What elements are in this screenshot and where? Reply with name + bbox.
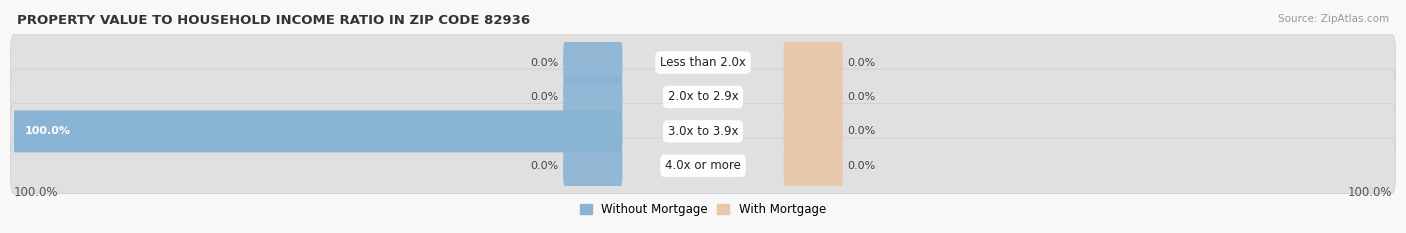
Text: 0.0%: 0.0%: [848, 161, 876, 171]
FancyBboxPatch shape: [783, 42, 842, 84]
Text: PROPERTY VALUE TO HOUSEHOLD INCOME RATIO IN ZIP CODE 82936: PROPERTY VALUE TO HOUSEHOLD INCOME RATIO…: [17, 14, 530, 27]
FancyBboxPatch shape: [11, 69, 1395, 125]
Text: 0.0%: 0.0%: [530, 58, 558, 68]
Text: 2.0x to 2.9x: 2.0x to 2.9x: [668, 90, 738, 103]
Text: 0.0%: 0.0%: [848, 126, 876, 136]
Text: Less than 2.0x: Less than 2.0x: [659, 56, 747, 69]
Text: 0.0%: 0.0%: [848, 58, 876, 68]
Text: 0.0%: 0.0%: [530, 161, 558, 171]
FancyBboxPatch shape: [564, 145, 623, 187]
FancyBboxPatch shape: [783, 110, 842, 152]
FancyBboxPatch shape: [11, 103, 1395, 159]
FancyBboxPatch shape: [13, 110, 623, 152]
FancyBboxPatch shape: [11, 35, 1395, 90]
Legend: Without Mortgage, With Mortgage: Without Mortgage, With Mortgage: [575, 199, 831, 221]
FancyBboxPatch shape: [783, 76, 842, 118]
Text: 3.0x to 3.9x: 3.0x to 3.9x: [668, 125, 738, 138]
Text: 100.0%: 100.0%: [14, 186, 59, 199]
Text: Source: ZipAtlas.com: Source: ZipAtlas.com: [1278, 14, 1389, 24]
Text: 100.0%: 100.0%: [24, 126, 70, 136]
Text: 0.0%: 0.0%: [848, 92, 876, 102]
Text: 0.0%: 0.0%: [530, 92, 558, 102]
Text: 4.0x or more: 4.0x or more: [665, 159, 741, 172]
FancyBboxPatch shape: [564, 76, 623, 118]
FancyBboxPatch shape: [11, 138, 1395, 194]
FancyBboxPatch shape: [564, 42, 623, 84]
FancyBboxPatch shape: [783, 145, 842, 187]
Text: 100.0%: 100.0%: [1347, 186, 1392, 199]
